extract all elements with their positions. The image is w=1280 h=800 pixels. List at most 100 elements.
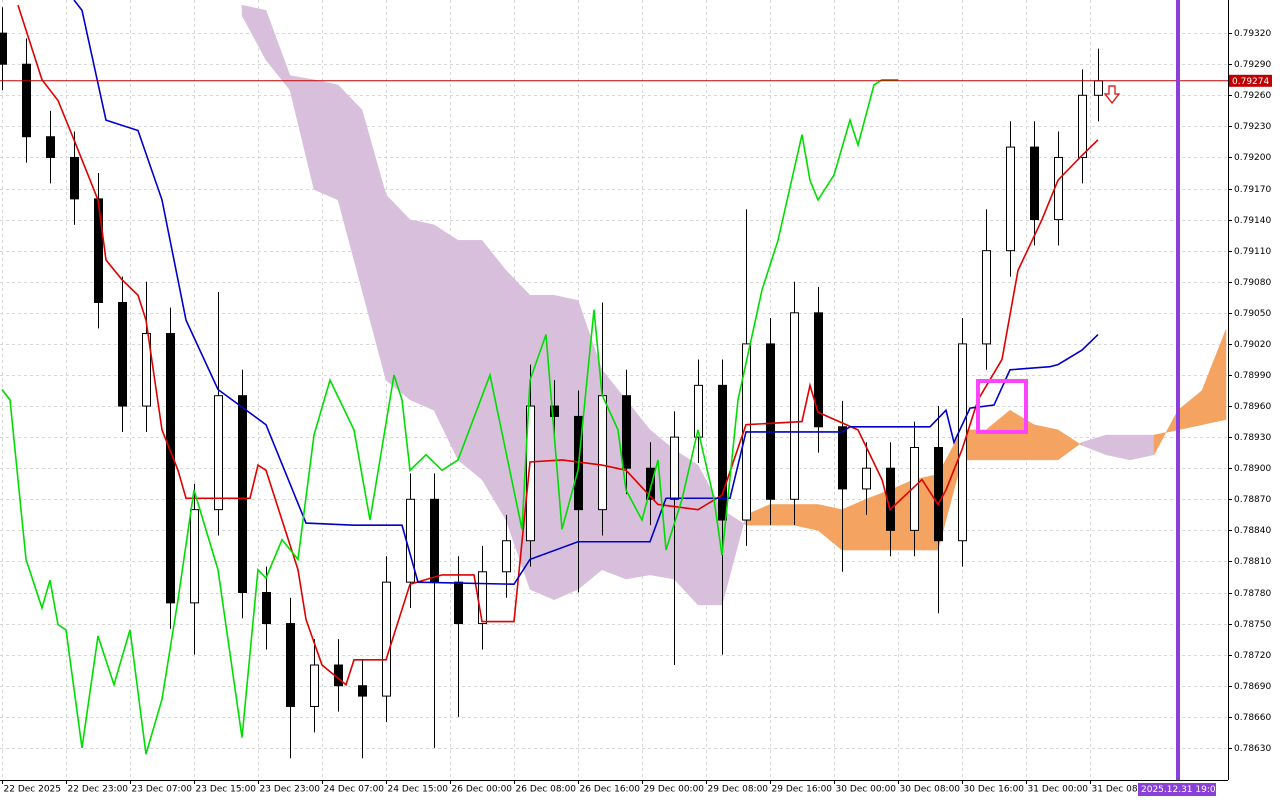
x-tick-label: 30 Dec 00:00: [836, 785, 897, 795]
candle-body: [982, 250, 991, 345]
candle-body: [406, 498, 415, 583]
y-tick-label: 0.79140: [1234, 216, 1271, 226]
candle-body: [214, 395, 223, 511]
y-tick-label: 0.78990: [1234, 371, 1271, 381]
y-tick-label: 0.78870: [1234, 495, 1271, 505]
candle-body: [862, 467, 871, 490]
candle-body: [718, 384, 727, 521]
cloud-segment: [1201, 329, 1227, 426]
x-tick-label: 30 Dec 16:00: [964, 785, 1025, 795]
x-tick-label: 30 Dec 08:00: [900, 785, 961, 795]
candle-body: [166, 333, 175, 604]
candle-body: [454, 581, 463, 625]
candle-body: [430, 498, 439, 583]
candle-body: [622, 395, 631, 469]
annotations: [976, 85, 1121, 434]
candle-body: [694, 384, 703, 438]
candle-body: [358, 685, 367, 697]
candle-body: [766, 343, 775, 500]
x-tick-label: 23 Dec 07:00: [132, 785, 193, 795]
x-tick-label: 29 Dec 16:00: [772, 785, 833, 795]
y-tick-label: 0.78900: [1234, 464, 1271, 474]
candle-body: [286, 623, 295, 707]
x-tick-label: 29 Dec 00:00: [644, 785, 705, 795]
y-tick-label: 0.78960: [1234, 402, 1271, 412]
x-tick-label: 26 Dec 08:00: [516, 785, 577, 795]
price-label: 0.79274: [1232, 77, 1269, 87]
candle-body: [838, 426, 847, 490]
cloud-segment: [1033, 424, 1059, 461]
candle-body: [142, 333, 151, 407]
x-tick-label: 23 Dec 15:00: [196, 785, 257, 795]
cloud-segment: [313, 79, 339, 201]
x-tick-label: 29 Dec 08:00: [708, 785, 769, 795]
plot-area: [0, 0, 1228, 780]
candle-body: [190, 509, 199, 604]
candle-body: [958, 343, 967, 542]
candle-body: [262, 592, 271, 625]
candle-body: [46, 136, 55, 158]
candle-body: [382, 581, 391, 697]
y-tick-label: 0.79320: [1234, 29, 1271, 39]
candle-body: [934, 446, 943, 542]
vline-label: 2025.12.31 19:00: [1141, 785, 1222, 795]
candle-body: [1006, 146, 1015, 252]
y-tick-label: 0.79110: [1234, 247, 1271, 257]
indicator-line: [17, 4, 1099, 687]
cloud-segment: [457, 240, 483, 481]
y-tick-label: 0.79200: [1234, 153, 1271, 163]
indicator-line: [1, 78, 898, 755]
y-tick-label: 0.79020: [1234, 340, 1271, 350]
candle-body: [790, 312, 799, 500]
x-tick-label: 22 Dec 23:00: [68, 785, 129, 795]
x-tick-label: 23 Dec 23:00: [260, 785, 321, 795]
y-tick-label: 0.78630: [1234, 744, 1271, 754]
candle-body: [1094, 80, 1103, 96]
candle-body: [238, 395, 247, 594]
candle-body: [70, 156, 79, 200]
y-tick-label: 0.78660: [1234, 713, 1271, 723]
y-tick-label: 0.78810: [1234, 557, 1271, 567]
highlight-box: [976, 379, 1028, 434]
cloud-segment: [409, 219, 435, 411]
x-tick-label: 22 Dec 2025: [4, 785, 62, 795]
candle-body: [0, 32, 7, 65]
y-tick-label: 0.79290: [1234, 60, 1271, 70]
y-tick-label: 0.78930: [1234, 433, 1271, 443]
y-tick-label: 0.78690: [1234, 682, 1271, 692]
sell-arrow: [1103, 85, 1121, 104]
y-tick-label: 0.79170: [1234, 185, 1271, 195]
cloud-segment: [769, 504, 795, 526]
candle-body: [526, 405, 535, 542]
price-label-box: [1229, 74, 1272, 87]
y-tick-label: 0.78780: [1234, 589, 1271, 599]
indicator-line: [73, 0, 1099, 586]
x-tick-label: 24 Dec 15:00: [388, 785, 449, 795]
x-tick-label: 24 Dec 07:00: [324, 785, 385, 795]
y-tick-label: 0.78750: [1234, 620, 1271, 630]
candle-body: [502, 540, 511, 573]
candle-body: [94, 198, 103, 303]
candle-body: [22, 63, 31, 138]
y-tick-label: 0.78720: [1234, 651, 1271, 661]
y-tick-label: 0.79050: [1234, 309, 1271, 319]
candle-body: [1078, 94, 1087, 158]
candle-body: [1054, 156, 1063, 221]
cloud-segment: [385, 194, 411, 401]
x-tick-label: 26 Dec 16:00: [580, 785, 641, 795]
candle-body: [118, 301, 127, 407]
candle-body: [646, 467, 655, 500]
candle-body: [550, 405, 559, 417]
y-tick-label: 0.79230: [1234, 122, 1271, 132]
candle-body: [910, 446, 919, 531]
cloud-segment: [481, 239, 507, 521]
x-tick-label: 26 Dec 00:00: [452, 785, 513, 795]
x-tick-label: 31 Dec 08:00: [1092, 785, 1153, 795]
y-tick-label: 0.79260: [1234, 91, 1271, 101]
candle-body: [310, 664, 319, 707]
vline-label-box: [1138, 783, 1216, 796]
